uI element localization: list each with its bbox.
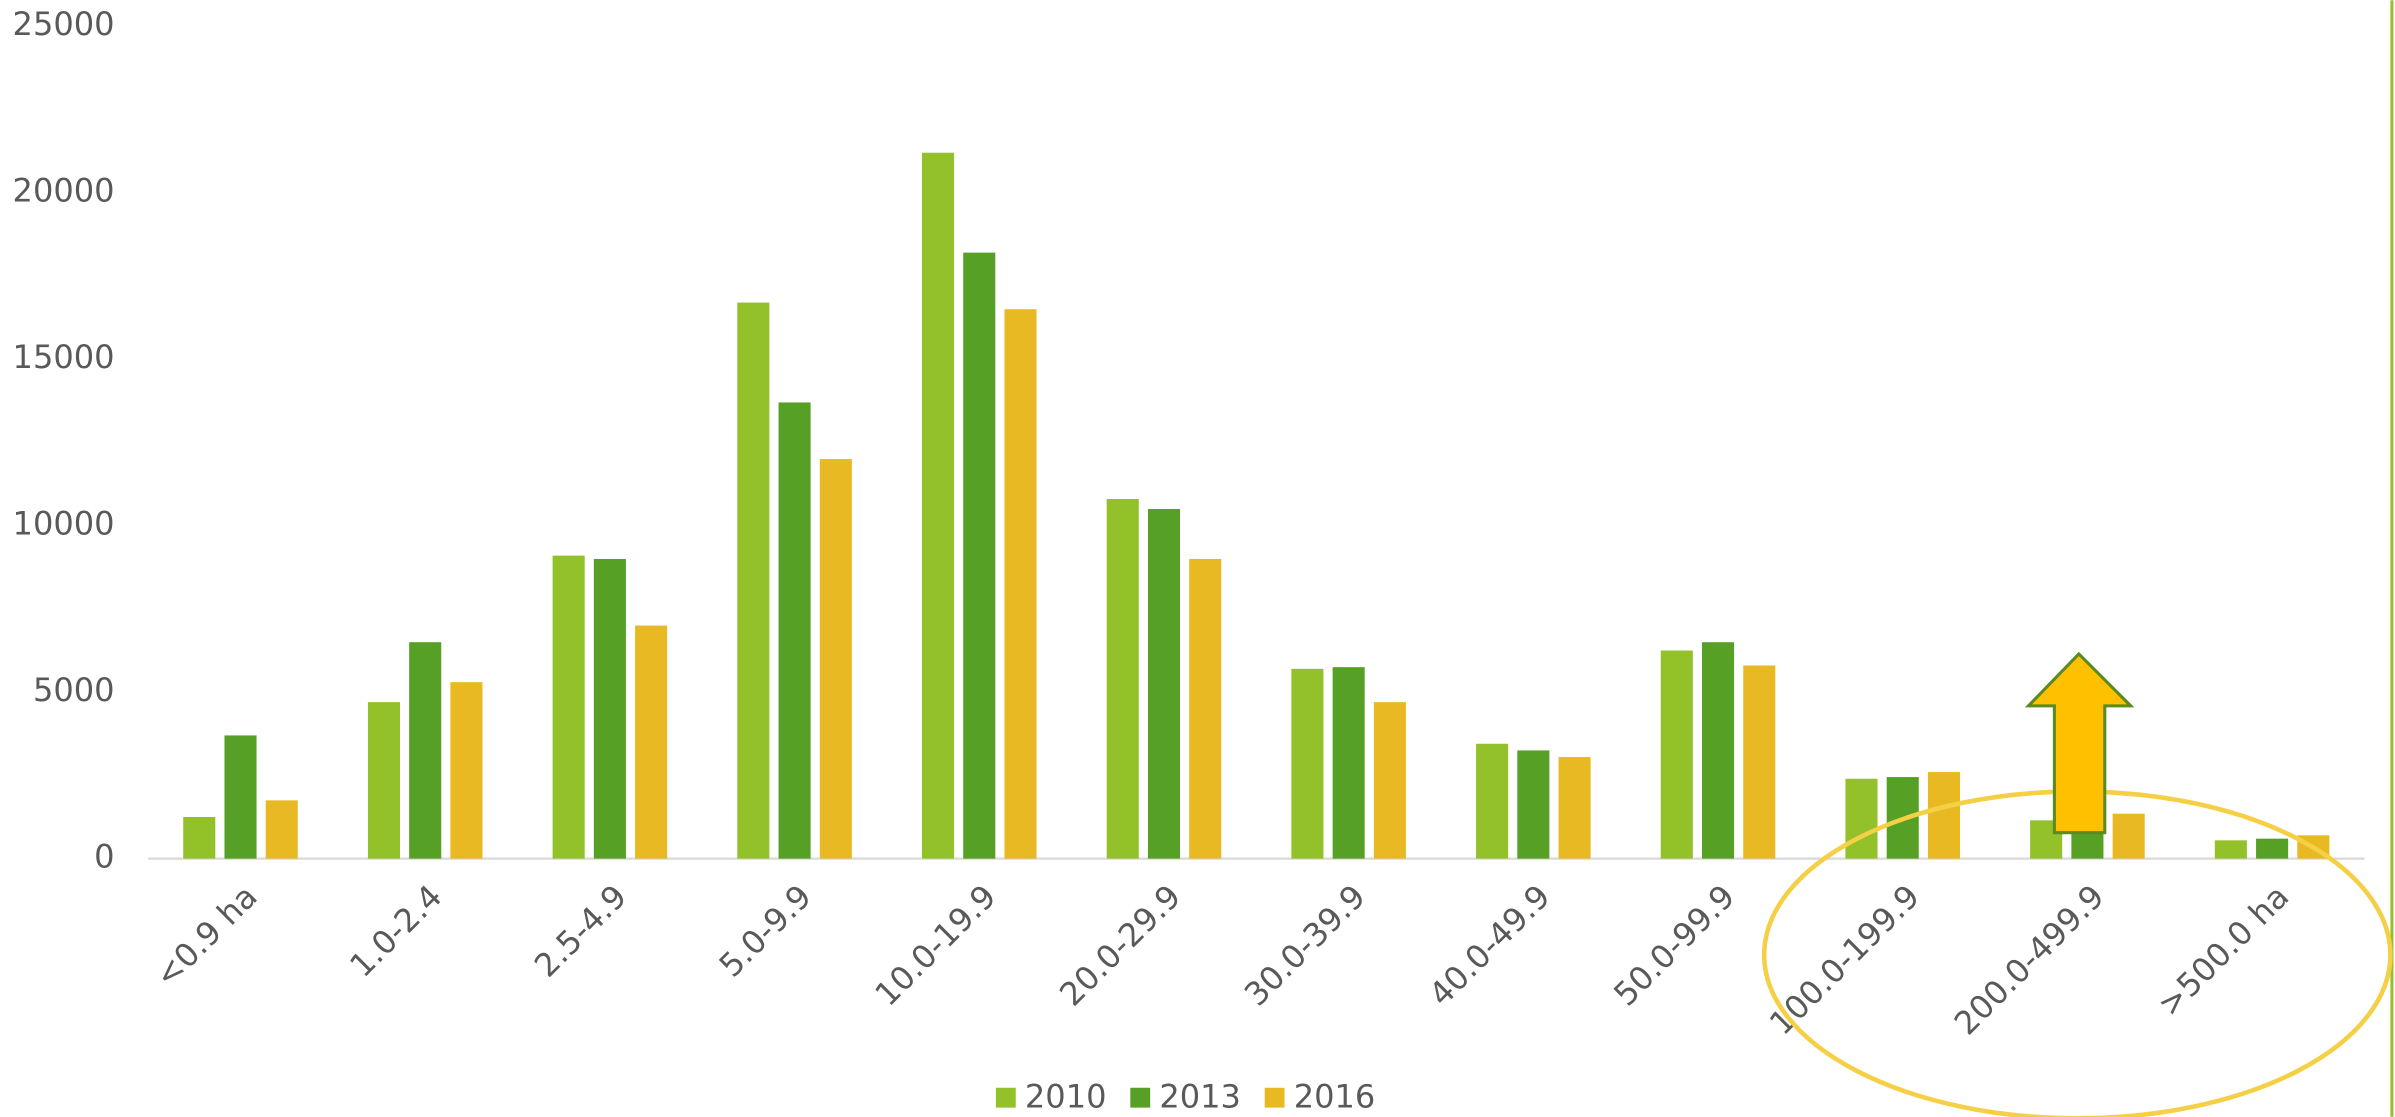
y-tick-label: 20000 [13, 172, 115, 210]
y-tick-label: 15000 [13, 338, 115, 376]
y-tick-label: 25000 [13, 5, 115, 43]
bar [737, 302, 770, 859]
bar [921, 152, 955, 859]
bar [1517, 750, 1550, 859]
bar [1660, 650, 1693, 859]
bar [1845, 778, 1878, 859]
bar [1927, 772, 1961, 859]
bar [409, 642, 442, 859]
x-tick-label: 5.0-9.9 [712, 877, 819, 984]
bar [778, 402, 811, 859]
legend-swatch [1130, 1087, 1151, 1108]
x-tick-label: 200.0-499.9 [1947, 877, 2112, 1042]
x-tick-label: <0.9 ha [147, 877, 264, 994]
bar [1743, 665, 1776, 859]
bar [593, 558, 626, 859]
bar [552, 555, 585, 859]
legend-label: 2010 [1025, 1077, 1107, 1115]
y-tick-label: 5000 [33, 671, 115, 709]
legend-swatch [995, 1087, 1016, 1108]
bar [1373, 702, 1406, 859]
plot: 0 5000 10000 15000 20000 25000 <0.9 ha 1.0-2.4 2… [13, 5, 2365, 1115]
x-tick-label: 50.0-99.9 [1606, 877, 1742, 1013]
bar [2256, 838, 2289, 859]
x-tick-label: 10.0-19.9 [867, 877, 1003, 1013]
bar [819, 459, 852, 859]
bar [1558, 757, 1591, 859]
x-tick-label: 1.0-2.4 [342, 877, 449, 984]
x-tick-label: 2.5-4.9 [527, 877, 634, 984]
bar [450, 682, 483, 859]
bar [1106, 499, 1139, 859]
bar [1004, 309, 1037, 859]
x-tick-label: >500.0 ha [2150, 877, 2296, 1023]
bar [963, 252, 996, 859]
x-tick-label: 30.0-39.9 [1237, 877, 1373, 1013]
legend-label: 2016 [1294, 1077, 1376, 1115]
y-tick-label: 10000 [13, 505, 115, 543]
bar [1189, 558, 1222, 859]
bar [1701, 642, 1735, 859]
up-arrow [2024, 651, 2135, 835]
bar [2112, 813, 2145, 859]
bar [1147, 509, 1180, 859]
bar [2214, 840, 2247, 859]
bar [1291, 668, 1324, 859]
bar [224, 735, 257, 859]
bar [367, 702, 400, 859]
y-tick-label: 0 [94, 838, 114, 876]
bar [635, 625, 668, 859]
bar [1476, 743, 1509, 859]
legend-label: 2013 [1159, 1077, 1241, 1115]
x-tick-label: 20.0-29.9 [1052, 877, 1188, 1013]
bar [265, 800, 298, 859]
x-tick-label: 40.0-49.9 [1422, 877, 1558, 1013]
bar [1332, 667, 1365, 859]
legend-swatch [1264, 1087, 1285, 1108]
bar [183, 817, 216, 859]
